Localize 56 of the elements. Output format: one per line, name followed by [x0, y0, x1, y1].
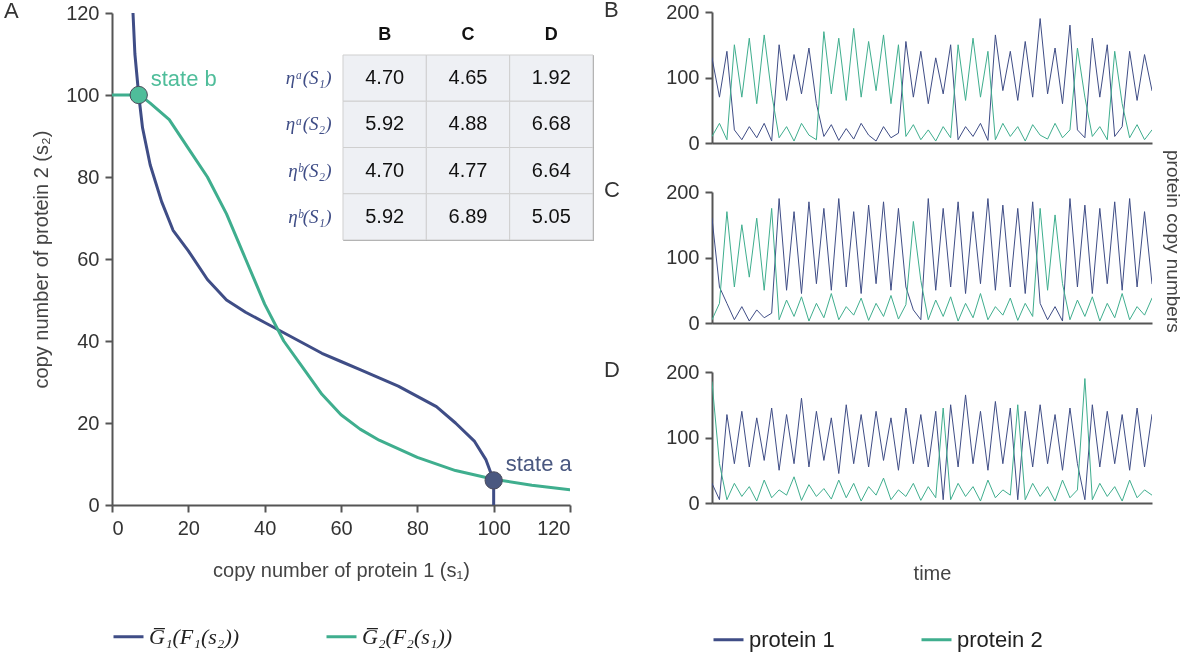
x-tick-label: 40 [254, 516, 277, 539]
y-tick-label: 100 [666, 426, 700, 448]
y-axis-title: copy number of protein 2 (s₂) [30, 130, 53, 389]
data-label: 1.92 [531, 66, 571, 89]
chart-title: C [604, 177, 620, 202]
y-tick-label: 100 [66, 83, 100, 106]
y-tick-label: 0 [688, 131, 700, 154]
x-tick-label: 20 [177, 516, 200, 539]
chart-title: B [604, 0, 619, 22]
data-label: 6.68 [531, 112, 571, 135]
data-label: 4.88 [448, 112, 488, 135]
y-tick-label: ηᵃ(S₁) [285, 67, 332, 90]
data-label: 4.65 [448, 66, 488, 89]
y-tick-label: 0 [88, 493, 100, 516]
y-tick-label: ηᵃ(S₂) [285, 113, 332, 136]
x-tick-label: D [544, 23, 558, 44]
data-label: 6.64 [531, 158, 571, 181]
legend-label: G̅₂(F₂(s₁)) [362, 623, 453, 649]
x-tick-label: 100 [477, 516, 511, 539]
annotation: state b [150, 66, 217, 91]
x-tick-label: B [378, 23, 392, 44]
x-tick-label: 80 [406, 516, 429, 539]
x-axis-title: copy number of protein 1 (s₁) [213, 558, 470, 581]
y-tick-label: 0 [688, 491, 700, 514]
legend-label: G̅₁(F₁(s₂)) [149, 623, 240, 649]
y-tick-label: 200 [666, 180, 700, 203]
y-tick-label: 100 [666, 246, 700, 268]
y-tick-label: 100 [666, 66, 700, 88]
data-label: 5.05 [531, 204, 571, 227]
y-tick-label: 200 [666, 0, 700, 23]
legend-label: protein 2 [957, 626, 1043, 652]
chart-title: A [4, 0, 19, 23]
chart-title: D [604, 357, 620, 382]
y-axis-title: protein copy numbers [1162, 150, 1184, 333]
y-tick-label: 40 [77, 329, 100, 352]
data-label: 5.92 [365, 112, 405, 135]
data-label: 4.70 [365, 158, 405, 181]
x-tick-label: 0 [112, 516, 124, 539]
x-tick-label: C [461, 23, 475, 44]
y-tick-label: 0 [688, 311, 700, 334]
y-tick-label: 200 [666, 360, 700, 383]
data-label: 5.92 [365, 204, 405, 227]
y-tick-label: 80 [77, 165, 100, 188]
y-tick-label: 120 [66, 1, 100, 24]
data-label: 6.89 [448, 204, 488, 227]
annotation: state a [505, 451, 573, 477]
data-label: 4.70 [365, 66, 405, 89]
data-label: 4.77 [448, 158, 488, 181]
y-tick-label: 60 [77, 247, 100, 270]
x-tick-label: 60 [330, 516, 353, 539]
y-tick-label: ηᵇ(S₁) [288, 205, 332, 228]
y-tick-label: ηᵇ(S₂) [288, 159, 332, 182]
x-tick-label: 120 [537, 516, 571, 539]
legend-label: protein 1 [749, 626, 835, 652]
x-axis-title: time [913, 561, 952, 584]
y-tick-label: 20 [77, 411, 100, 434]
